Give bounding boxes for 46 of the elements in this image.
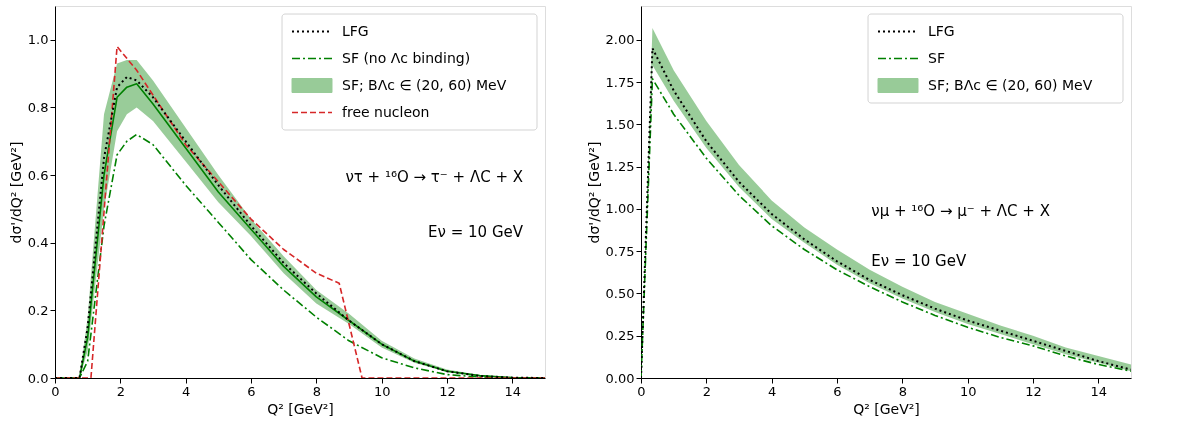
x-tick-label: 8 xyxy=(898,383,907,399)
x-axis-title: Q² [GeV²] xyxy=(853,400,920,417)
x-tick-label: 2 xyxy=(702,383,711,399)
legend-label: SF (no Λc binding) xyxy=(342,49,471,66)
x-tick-label: 2 xyxy=(116,383,125,399)
y-axis-title: dσ'/dQ² [GeV²] xyxy=(585,141,602,244)
x-tick-label: 4 xyxy=(182,383,191,399)
y-tick-label: 0.25 xyxy=(605,328,635,344)
x-tick-label: 12 xyxy=(439,383,456,399)
x-tick-label: 10 xyxy=(959,383,977,399)
y-tick-label: 0.50 xyxy=(605,285,635,301)
legend-label: LFG xyxy=(928,22,955,39)
x-tick-label: 8 xyxy=(312,383,321,399)
legend-label: LFG xyxy=(342,22,369,39)
y-tick-label: 0.8 xyxy=(27,99,49,115)
y-tick-label: 0.6 xyxy=(27,167,49,183)
y-tick-label: 0.0 xyxy=(27,370,49,386)
y-tick-label: 0.2 xyxy=(27,302,49,318)
legend-label: SF; BΛc ∈ (20, 60) MeV xyxy=(342,76,507,93)
y-tick-label: 0.00 xyxy=(605,370,635,386)
x-tick-label: 6 xyxy=(247,383,256,399)
x-tick-label: 10 xyxy=(373,383,391,399)
y-tick-label: 1.0 xyxy=(27,32,49,48)
y-tick-label: 1.00 xyxy=(605,201,635,217)
annotation: Eν = 10 GeV xyxy=(871,251,967,270)
y-axis-title: dσ'/dQ² [GeV²] xyxy=(7,141,24,244)
y-tick-label: 2.00 xyxy=(605,32,635,48)
x-axis-title: Q² [GeV²] xyxy=(267,400,334,417)
legend-label: SF xyxy=(928,49,945,66)
x-tick-label: 0 xyxy=(637,383,646,399)
annotation: Eν = 10 GeV xyxy=(428,223,524,242)
y-tick-label: 0.4 xyxy=(27,235,49,251)
x-tick-label: 14 xyxy=(1090,383,1108,399)
y-tick-label: 1.75 xyxy=(605,74,635,90)
annotation: ντ + ¹⁶O → τ⁻ + ΛC + X xyxy=(345,168,523,187)
annotation: νμ + ¹⁶O → μ⁻ + ΛC + X xyxy=(871,201,1050,220)
x-tick-label: 4 xyxy=(768,383,777,399)
y-tick-label: 1.25 xyxy=(605,159,635,175)
x-tick-label: 0 xyxy=(51,383,60,399)
legend-label: SF; BΛc ∈ (20, 60) MeV xyxy=(928,76,1093,93)
y-tick-label: 0.75 xyxy=(605,243,635,259)
x-tick-label: 12 xyxy=(1025,383,1042,399)
x-tick-label: 6 xyxy=(833,383,842,399)
x-tick-label: 14 xyxy=(504,383,522,399)
legend-label: free nucleon xyxy=(342,103,430,120)
y-tick-label: 1.50 xyxy=(605,116,635,132)
